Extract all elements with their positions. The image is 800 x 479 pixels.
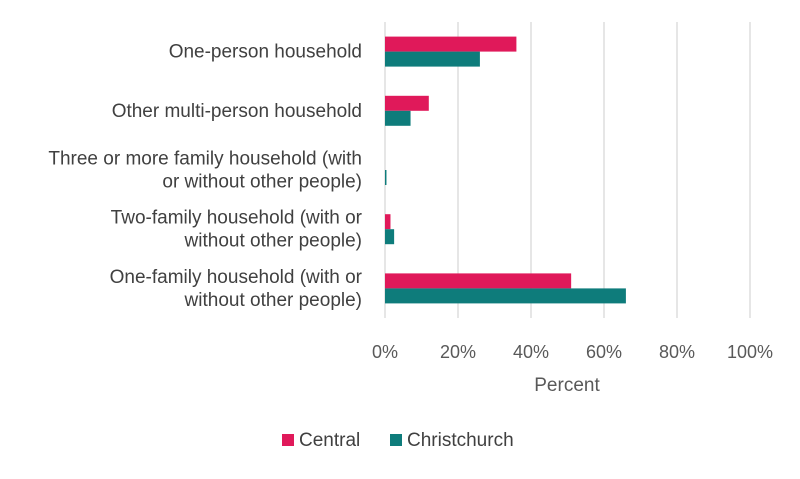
x-tick-label: 0%	[372, 342, 398, 362]
bar-christchurch	[385, 110, 411, 126]
legend: Central Christchurch	[282, 430, 514, 451]
x-tick-label: 20%	[440, 342, 476, 362]
gridlines	[384, 22, 751, 318]
category-label: Two-family household (with or without oth…	[111, 208, 363, 252]
x-tick-label: 100%	[727, 342, 773, 362]
legend-swatch-christchurch	[390, 434, 402, 446]
bar-central	[385, 95, 429, 111]
x-tick-labels: 0% 20% 40% 60% 80% 100%	[372, 342, 773, 362]
category-labels: One-person household Other multi-person h…	[48, 42, 362, 311]
bar-central	[385, 273, 572, 289]
category-label: One-person household	[169, 42, 362, 63]
category-label: Other multi-person household	[112, 101, 362, 122]
x-tick-label: 80%	[659, 342, 695, 362]
bar-christchurch	[385, 229, 395, 245]
bar-christchurch	[385, 51, 480, 67]
legend-label-central: Central	[299, 430, 360, 451]
category-label: One-family household (with or without oth…	[110, 267, 363, 311]
category-label: Three or more family household (with or w…	[48, 149, 362, 193]
bar-central	[385, 36, 517, 52]
bar-christchurch	[385, 288, 626, 304]
x-tick-label: 40%	[513, 342, 549, 362]
bar-christchurch	[385, 170, 387, 185]
legend-swatch-central	[282, 434, 294, 446]
bars	[385, 36, 626, 304]
bar-central	[385, 214, 391, 230]
x-tick-label: 60%	[586, 342, 622, 362]
x-axis-title: Percent	[534, 375, 600, 396]
legend-label-christchurch: Christchurch	[407, 430, 514, 451]
